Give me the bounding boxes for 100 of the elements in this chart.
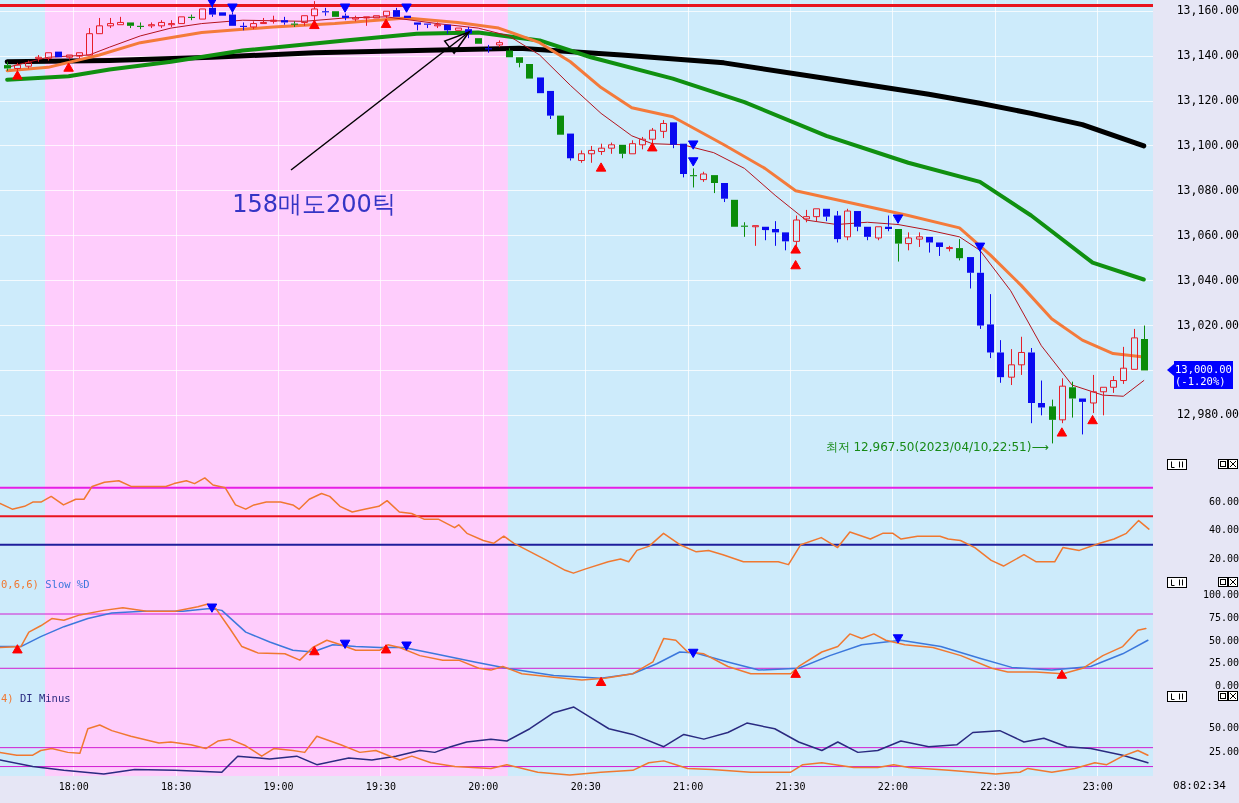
point bbox=[1087, 414, 1098, 425]
candlestick bbox=[987, 293, 994, 359]
candlestick bbox=[55, 51, 62, 58]
candlestick bbox=[148, 21, 155, 29]
candlestick bbox=[782, 232, 789, 251]
candlestick bbox=[895, 229, 902, 263]
x-tick-label: 20:00 bbox=[468, 780, 499, 792]
x-tick-label: 23:00 bbox=[1082, 780, 1113, 792]
point bbox=[647, 142, 658, 152]
candlestick bbox=[956, 238, 963, 261]
candlestick bbox=[823, 208, 830, 222]
candlestick bbox=[1110, 375, 1117, 394]
candlestick bbox=[373, 15, 380, 19]
candlestick bbox=[475, 38, 482, 44]
point bbox=[339, 639, 351, 649]
candlestick bbox=[301, 15, 308, 27]
point bbox=[687, 157, 699, 167]
y-tick-label: 13,020.00 bbox=[1176, 317, 1239, 332]
candlestick bbox=[1008, 348, 1015, 386]
point bbox=[790, 260, 801, 270]
point bbox=[380, 644, 392, 654]
candlestick bbox=[516, 57, 523, 68]
candlestick bbox=[752, 225, 759, 247]
y-tick-label: 40.00 bbox=[1208, 524, 1239, 536]
candlestick bbox=[670, 122, 677, 149]
candlestick bbox=[1028, 347, 1035, 424]
point bbox=[790, 244, 801, 254]
point bbox=[1056, 427, 1068, 437]
candlestick bbox=[434, 21, 441, 29]
candlestick bbox=[967, 257, 974, 289]
y-tick-label: 100.00 bbox=[1202, 589, 1239, 601]
candlestick bbox=[393, 7, 400, 17]
point bbox=[687, 140, 699, 150]
candlestick bbox=[260, 17, 267, 25]
point bbox=[790, 668, 801, 678]
candlestick bbox=[537, 77, 544, 94]
candlestick bbox=[1049, 399, 1056, 444]
candlestick bbox=[660, 119, 667, 139]
candlestick bbox=[567, 133, 574, 162]
y-tick-label: 0.00 bbox=[1214, 679, 1239, 691]
point bbox=[974, 242, 986, 252]
candlestick bbox=[219, 12, 226, 16]
candlestick bbox=[383, 10, 390, 19]
annotation: 최저 12,967.50(2023/04/10,22:51)⟶ bbox=[825, 439, 1049, 454]
point bbox=[595, 162, 607, 172]
x-tick-label: 18:30 bbox=[161, 780, 192, 792]
candlestick bbox=[178, 16, 185, 25]
candlestick bbox=[1120, 346, 1127, 385]
candlestick bbox=[680, 143, 687, 178]
candlestick bbox=[916, 231, 923, 248]
candlestick bbox=[711, 175, 718, 194]
y-tick-label: 50.00 bbox=[1208, 634, 1239, 646]
y-tick-label: 12,980.00 bbox=[1176, 407, 1239, 422]
candlestick bbox=[557, 115, 564, 135]
x-tick-label: 20:30 bbox=[570, 780, 601, 792]
text: 4) bbox=[1, 691, 14, 704]
candlestick bbox=[864, 226, 871, 241]
x-tick-label: 22:00 bbox=[877, 780, 908, 792]
candlestick bbox=[629, 139, 636, 155]
annotation: 158매도200틱 bbox=[232, 189, 396, 218]
candlestick bbox=[1141, 325, 1148, 371]
candlestick bbox=[905, 231, 912, 251]
y-tick-label: 13,080.00 bbox=[1176, 182, 1239, 197]
candlestick bbox=[997, 339, 1004, 384]
candlestick bbox=[813, 208, 820, 222]
y-tick-label: 13,120.00 bbox=[1176, 93, 1239, 108]
candlestick bbox=[854, 211, 861, 232]
candlestick bbox=[619, 144, 626, 159]
candlestick bbox=[45, 52, 52, 62]
candlestick bbox=[721, 182, 728, 203]
candlestick bbox=[936, 242, 943, 257]
candlestick bbox=[332, 11, 339, 17]
candlestick bbox=[1100, 386, 1107, 416]
x-tick-label: 19:00 bbox=[263, 780, 294, 792]
y-tick-label: 13,060.00 bbox=[1176, 227, 1239, 242]
point bbox=[401, 3, 412, 13]
y-tick-label: 60.00 bbox=[1208, 495, 1239, 507]
text: 13,000.00 (-1.20%) bbox=[1174, 361, 1233, 390]
candlestick bbox=[926, 236, 933, 254]
x-tick-label: 19:30 bbox=[365, 780, 396, 792]
point bbox=[339, 3, 351, 13]
point bbox=[227, 3, 238, 13]
candlestick bbox=[526, 63, 533, 79]
point bbox=[309, 646, 320, 656]
point bbox=[401, 641, 412, 651]
point bbox=[12, 644, 23, 654]
candlestick bbox=[834, 210, 841, 243]
x-tick-label: 18:00 bbox=[58, 780, 89, 792]
point bbox=[595, 676, 607, 687]
y-tick-label: 75.00 bbox=[1208, 612, 1239, 624]
y-tick-label: 50.00 bbox=[1208, 722, 1239, 734]
candlestick bbox=[1069, 381, 1076, 419]
candlestick bbox=[127, 22, 134, 29]
x-tick-label: 21:00 bbox=[673, 780, 704, 792]
y-tick-label: 13,100.00 bbox=[1176, 137, 1239, 152]
candlestick bbox=[444, 24, 451, 35]
y-tick-label: 13,160.00 bbox=[1176, 3, 1239, 18]
candlestick bbox=[1038, 380, 1045, 416]
x-tick-label: 21:30 bbox=[775, 780, 806, 792]
candlestick bbox=[455, 27, 462, 31]
